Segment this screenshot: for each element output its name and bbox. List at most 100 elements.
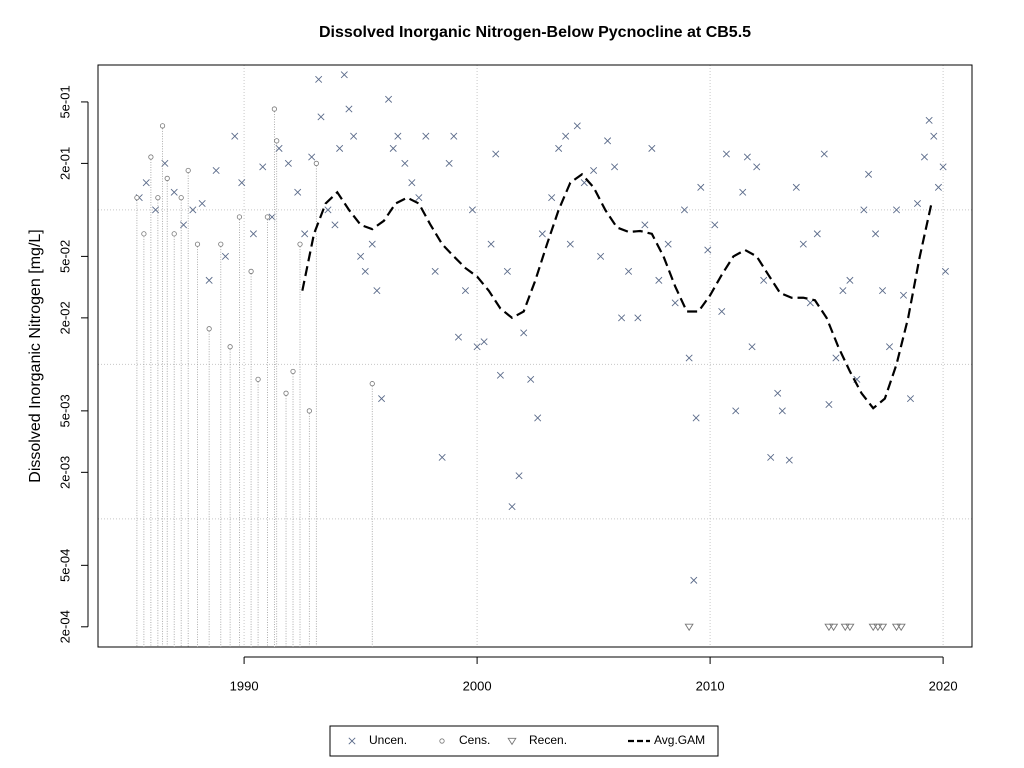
uncensored-point (401, 159, 409, 167)
recensored-point (877, 623, 888, 632)
uncensored-point (503, 267, 511, 275)
uncensored-point (913, 199, 921, 208)
censored-point (155, 195, 161, 201)
legend-swatch (507, 737, 517, 746)
uncensored-point (664, 240, 672, 248)
uncensored-point (527, 375, 535, 383)
legend-label: Avg.GAM (654, 733, 705, 747)
uncensored-point (655, 276, 663, 284)
uncensored-point (685, 354, 693, 362)
uncensored-point (468, 206, 476, 214)
uncensored-point (408, 179, 416, 187)
uncensored-point (860, 206, 868, 214)
x-tick-label: 1990 (230, 678, 259, 693)
censored-point (178, 195, 184, 201)
censored-point (313, 160, 319, 166)
uncensored-point (555, 144, 563, 152)
uncensored-point (548, 194, 556, 202)
y-axis-label: Dissolved Inorganic Nitrogen [mg/L] (27, 229, 44, 482)
legend-item: Recen. (507, 733, 567, 747)
uncensored-point (778, 407, 786, 415)
uncensored-point (625, 267, 633, 275)
uncensored-point (324, 206, 332, 214)
uncensored-point (718, 307, 726, 315)
uncensored-point (590, 166, 598, 174)
x-tick-label: 2010 (696, 678, 725, 693)
censored-point (264, 214, 270, 220)
legend-swatch (348, 737, 356, 745)
uncensored-point (198, 199, 206, 208)
uncensored-point (671, 299, 679, 307)
uncensored-point (690, 576, 698, 584)
uncensored-point (872, 230, 880, 238)
uncensored-point (473, 343, 481, 351)
censored-point (148, 154, 154, 160)
uncensored-point (748, 343, 756, 351)
uncensored-point (618, 314, 626, 322)
uncensored-point (704, 246, 712, 254)
uncensored-point (573, 122, 581, 130)
uncensored-point (361, 267, 369, 275)
uncensored-point (259, 163, 267, 171)
uncensored-point (345, 105, 353, 113)
uncensored-point (941, 267, 949, 275)
uncensored-point (711, 221, 719, 229)
recensored-point (868, 623, 878, 632)
uncensored-point (231, 132, 239, 140)
uncensored-point (885, 343, 894, 351)
uncensored-point (170, 188, 178, 196)
uncensored-point (760, 276, 768, 284)
uncensored-point (508, 503, 516, 511)
legend-item: Avg.GAM (628, 733, 705, 747)
uncensored-point (865, 170, 873, 178)
recensored-point (684, 623, 694, 632)
censored-point (218, 241, 224, 247)
uncensored-point (152, 206, 160, 214)
uncensored-point (832, 354, 840, 362)
uncensored-point (839, 287, 847, 295)
uncensored-point (906, 395, 915, 403)
uncensored-point (753, 163, 761, 171)
uncensored-point (415, 194, 423, 202)
uncensored-point (799, 240, 807, 248)
uncensored-point (879, 287, 887, 295)
uncensored-point (722, 150, 730, 158)
uncensored-point (438, 453, 446, 461)
censored-point (227, 344, 233, 350)
censored-point (159, 123, 166, 129)
uncensored-point (920, 153, 928, 161)
uncensored-point (294, 188, 302, 196)
censored-point (271, 106, 277, 112)
uncensored-point (634, 314, 642, 322)
censored-point (306, 408, 312, 414)
uncensored-point (825, 400, 833, 408)
uncensored-point (930, 132, 938, 140)
uncensored-point (792, 183, 800, 191)
plot-frame (97, 64, 973, 648)
censored-point (164, 175, 170, 181)
legend-label: Cens. (459, 733, 490, 747)
censored-point (194, 241, 201, 247)
uncensored-point (692, 414, 700, 422)
uncensored-point (732, 407, 740, 415)
x-tick-label: 2000 (463, 678, 492, 693)
uncensored-point (492, 150, 500, 158)
uncensored-point (212, 166, 220, 174)
legend-label: Uncen. (369, 733, 407, 747)
y-tick-label: 5e-03 (57, 394, 72, 427)
censored-point (134, 195, 140, 201)
legend-item: Cens. (439, 733, 490, 747)
uncensored-point (899, 291, 908, 299)
uncensored-point (604, 137, 612, 145)
uncensored-point (697, 183, 705, 191)
uncensored-point (142, 179, 150, 187)
uncensored-point (534, 414, 542, 422)
uncensored-point (846, 276, 854, 284)
legend-item: Uncen. (348, 733, 407, 747)
uncensored-point (820, 150, 828, 158)
censored-point (185, 167, 191, 174)
censored-point (283, 390, 289, 396)
legend-label: Recen. (529, 733, 567, 747)
uncensored-point (450, 132, 458, 140)
